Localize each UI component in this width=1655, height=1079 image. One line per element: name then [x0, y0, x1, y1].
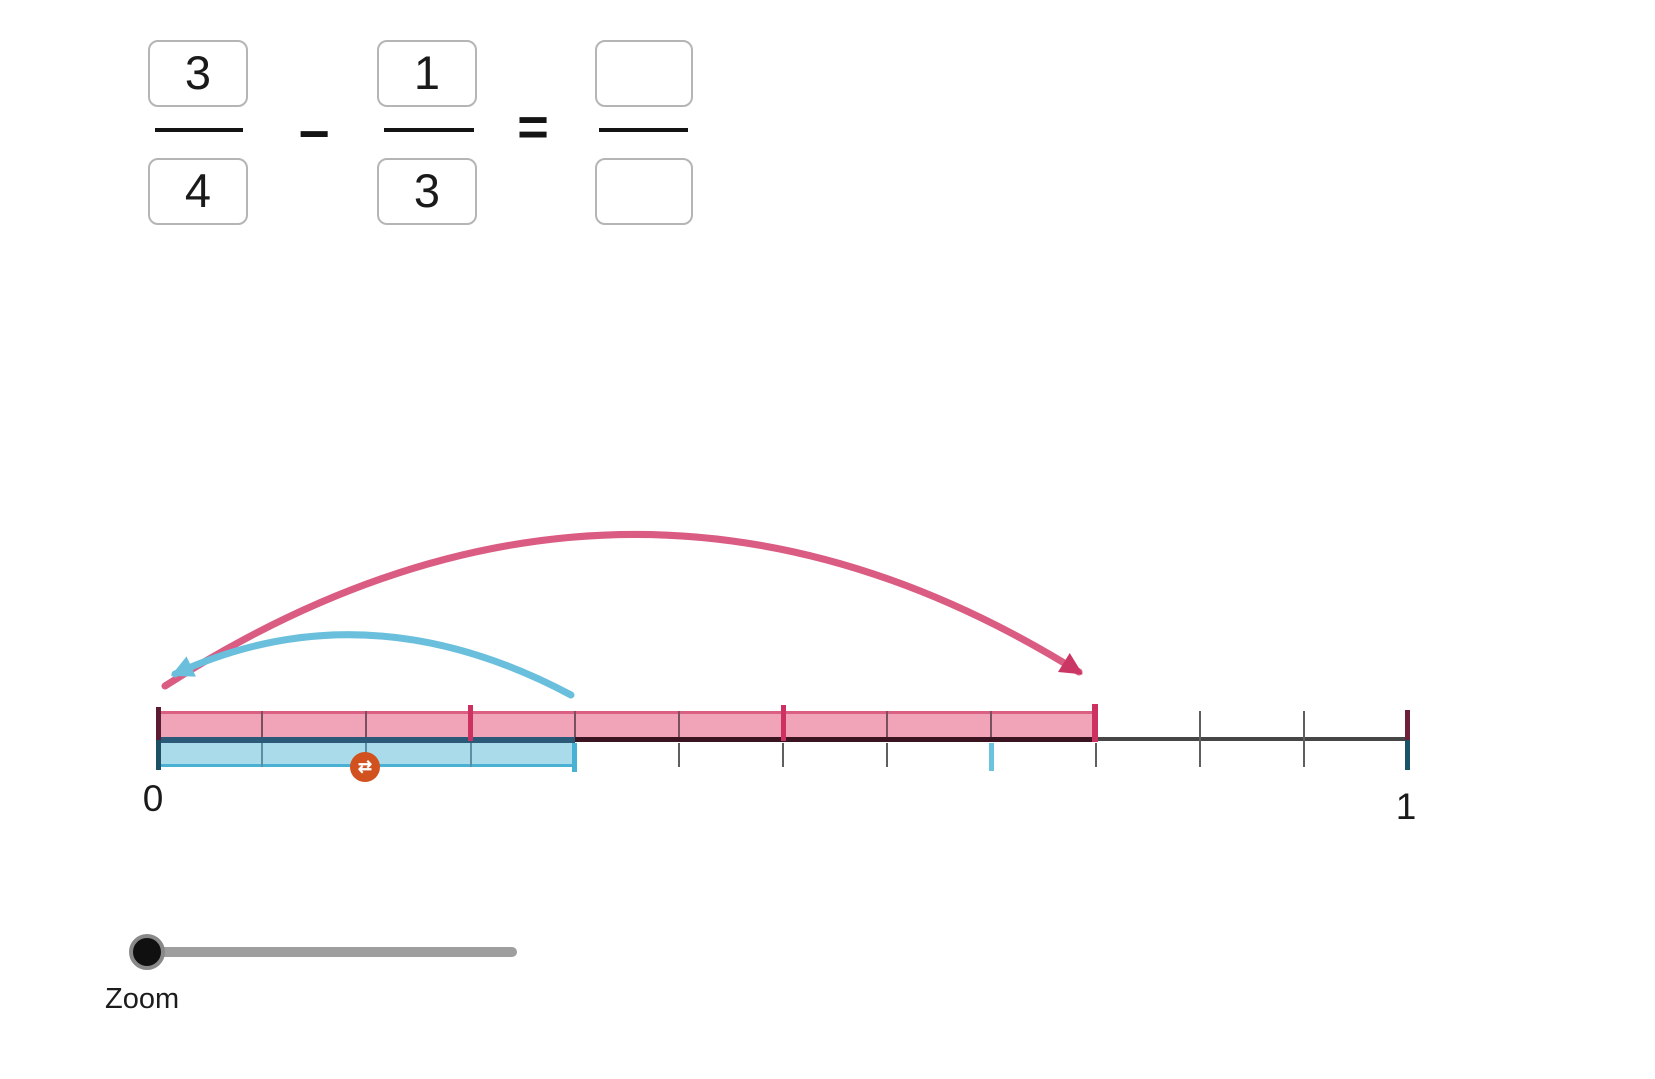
subtrahend-numerator-input[interactable]: 1: [377, 40, 477, 107]
zoom-slider-knob[interactable]: [129, 934, 165, 970]
start-post-bottom: [156, 740, 161, 770]
axis-segment-overlap: [158, 737, 575, 743]
pink-bar-division-tick: [990, 711, 993, 737]
blue-jump-arc: [170, 631, 575, 699]
minus-sign: −: [298, 104, 330, 164]
zoom-slider-label: Zoom: [105, 983, 180, 1015]
end-post-bottom: [1405, 740, 1410, 770]
end-post-top: [1405, 710, 1410, 740]
blue-bar-end-cap: [572, 743, 577, 772]
equals-sign: =: [517, 97, 549, 157]
blue-bar-division-tick: [261, 743, 264, 767]
pink-bar-end-cap: [1092, 704, 1098, 742]
number-line-label-one: 1: [1395, 786, 1417, 827]
axis-segment-under-pink: [575, 737, 1095, 742]
pink-bar-division-tick: [261, 711, 264, 737]
blue-marker-tick: [988, 743, 994, 771]
blue-bar-division-tick: [469, 743, 472, 767]
result-denominator-input[interactable]: [595, 158, 693, 225]
axis-below-tick: [1094, 743, 1097, 767]
pink-bar-division-tick: [573, 711, 576, 737]
minuend-denominator-input[interactable]: 4: [148, 158, 248, 225]
axis-cross-tick: [1302, 711, 1305, 767]
quarter-tick: [780, 705, 786, 741]
axis-below-tick: [886, 743, 889, 767]
axis-segment-plain: [1095, 737, 1408, 741]
minuend-fraction-bar: [155, 128, 243, 132]
minuend-numerator-input[interactable]: 3: [148, 40, 248, 107]
number-line-label-zero: 0: [142, 778, 164, 819]
pink-bar-division-tick: [365, 711, 368, 737]
pink-jump-arc: [161, 530, 1083, 690]
subtrahend-denominator-input[interactable]: 3: [377, 158, 477, 225]
quarter-tick: [468, 705, 473, 741]
pink-bar-division-tick: [886, 711, 889, 737]
zoom-slider-track[interactable]: [157, 947, 517, 957]
axis-cross-tick: [1198, 711, 1201, 767]
result-fraction-bar: [599, 128, 688, 132]
swap-direction-button[interactable]: ⇄: [350, 752, 380, 782]
axis-below-tick: [677, 743, 680, 767]
subtrahend-fraction-bar: [384, 128, 474, 132]
axis-below-tick: [782, 743, 784, 767]
start-post-top: [156, 707, 161, 740]
minuend-bar-three-fourths[interactable]: [158, 711, 1095, 737]
result-numerator-input[interactable]: [595, 40, 693, 107]
pink-bar-division-tick: [677, 711, 680, 737]
